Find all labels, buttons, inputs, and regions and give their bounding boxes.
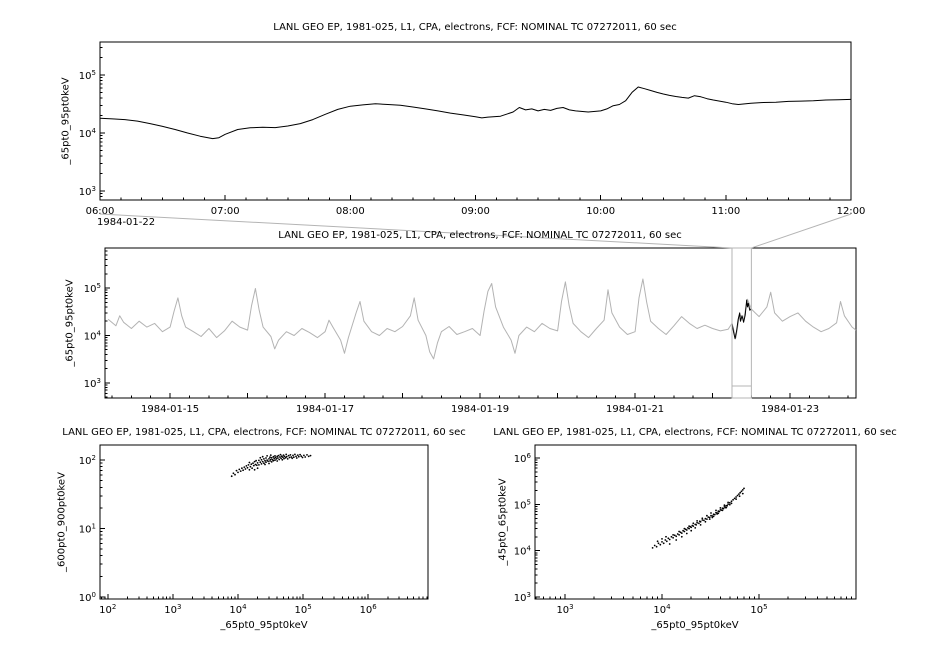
tick-label: 104 <box>653 603 671 616</box>
tick-label: 11:00 <box>711 206 740 217</box>
tick-label: 106 <box>360 603 378 616</box>
panel3-x-axis-label: _65pt0_95pt0keV <box>220 620 308 631</box>
panel2-y-axis-label: _65pt0_95pt0keV <box>64 279 76 367</box>
tick-label: 105 <box>750 603 767 616</box>
tick-label: 105 <box>84 282 101 295</box>
panel-1: 06:00 07:00 08:00 09:00 10:00 11:00 12:00 103 10… <box>79 41 866 217</box>
tick-label: 103 <box>514 591 531 604</box>
series-line <box>107 278 857 360</box>
tick-label: 102 <box>99 603 116 616</box>
tick-label: 103 <box>164 603 181 616</box>
panel3-title: LANL GEO EP, 1981-025, L1, CPA, electron… <box>62 427 466 438</box>
context-date-label: 1984-01-22 <box>97 217 156 228</box>
tick-label: 103 <box>556 603 573 616</box>
tick-label: 100 <box>79 591 96 604</box>
zoom-selection-box[interactable] <box>731 247 752 399</box>
tick-label: 104 <box>79 127 97 140</box>
tick-label: 102 <box>79 454 96 467</box>
tick-label: 104 <box>514 545 532 558</box>
tick-label: 105 <box>514 498 531 511</box>
tick-label: 12:00 <box>837 206 866 217</box>
tick-label: 09:00 <box>461 206 490 217</box>
panel4-title: LANL GEO EP, 1981-025, L1, CPA, electron… <box>493 427 897 438</box>
scatter-series <box>651 487 745 549</box>
axis-ticks <box>105 247 849 398</box>
tick-label: 104 <box>84 329 102 342</box>
tick-label: 105 <box>79 69 96 82</box>
tick-label: 1984-01-17 <box>296 404 354 415</box>
tick-label: 08:00 <box>336 206 365 217</box>
tick-label: 105 <box>294 603 311 616</box>
tick-label: 1984-01-21 <box>606 404 664 415</box>
panel-2: 1984-01-15 1984-01-17 1984-01-19 1984-01-21… <box>84 247 857 415</box>
tick-label: 07:00 <box>211 206 240 217</box>
axis-ticks <box>100 459 428 599</box>
series-line <box>731 299 752 340</box>
plot-frame <box>99 41 852 201</box>
series-line <box>99 86 852 140</box>
panel4-y-axis-label: _45pt0_65pt0keV <box>497 478 509 566</box>
panel4-x-axis-label: _65pt0_95pt0keV <box>651 620 739 631</box>
tick-label: 06:00 <box>86 206 115 217</box>
tick-label: 10:00 <box>586 206 615 217</box>
tick-label: 103 <box>79 185 96 198</box>
panel3-y-axis-label: _600pt0_900pt0keV <box>56 472 68 572</box>
tick-label: 104 <box>229 603 247 616</box>
plot-frame <box>104 247 857 399</box>
zoom-connector-right <box>751 213 852 249</box>
zoom-connector-left <box>99 213 733 249</box>
tick-label: 103 <box>84 377 101 390</box>
scatter-series <box>230 453 312 478</box>
panel1-y-axis-label: _65pt0_95pt0keV <box>60 77 72 165</box>
panel1-title: LANL GEO EP, 1981-025, L1, CPA, electron… <box>273 22 677 33</box>
plot-frame <box>99 444 429 600</box>
tick-label: 101 <box>79 522 96 535</box>
panel-4: 103 104 105 103 104 105 106 <box>514 444 857 616</box>
axis-ticks <box>535 457 857 599</box>
panel-3: 102 103 104 105 106 100 101 102 <box>79 444 429 616</box>
tick-label: 1984-01-19 <box>451 404 509 415</box>
tick-label: 106 <box>514 452 532 465</box>
plot-frame <box>534 444 857 600</box>
panel2-title: LANL GEO EP, 1981-025, L1, CPA, electron… <box>278 230 682 241</box>
axis-ticks <box>99 46 852 201</box>
tick-label: 1984-01-23 <box>761 404 819 415</box>
tick-label: 1984-01-15 <box>141 404 199 415</box>
